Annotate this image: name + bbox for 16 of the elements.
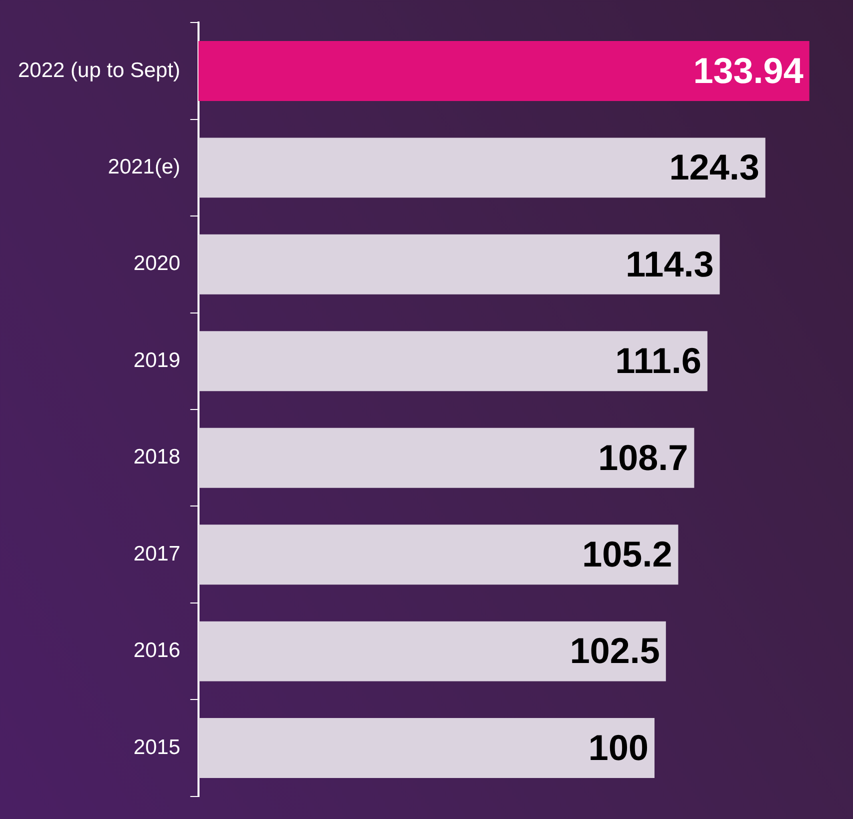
data-label: 133.94 [693,50,804,91]
data-label: 111.6 [615,340,702,382]
data-label: 105.2 [582,534,672,575]
y-tick-label: 2018 [134,446,180,469]
y-tick-label: 2021(e) [108,155,180,178]
y-tick-label: 2022 (up to Sept) [18,58,180,82]
data-label: 100 [588,726,649,768]
data-label: 114.3 [626,243,714,284]
data-label: 108.7 [598,436,688,478]
y-tick-label: 2016 [134,639,180,662]
data-label: 124.3 [669,146,760,188]
y-tick-label: 2019 [134,348,180,372]
data-label: 102.5 [570,630,660,672]
y-tick-label: 2015 [134,736,180,759]
y-tick-label: 2017 [134,542,180,566]
y-tick-label: 2020 [134,252,180,276]
